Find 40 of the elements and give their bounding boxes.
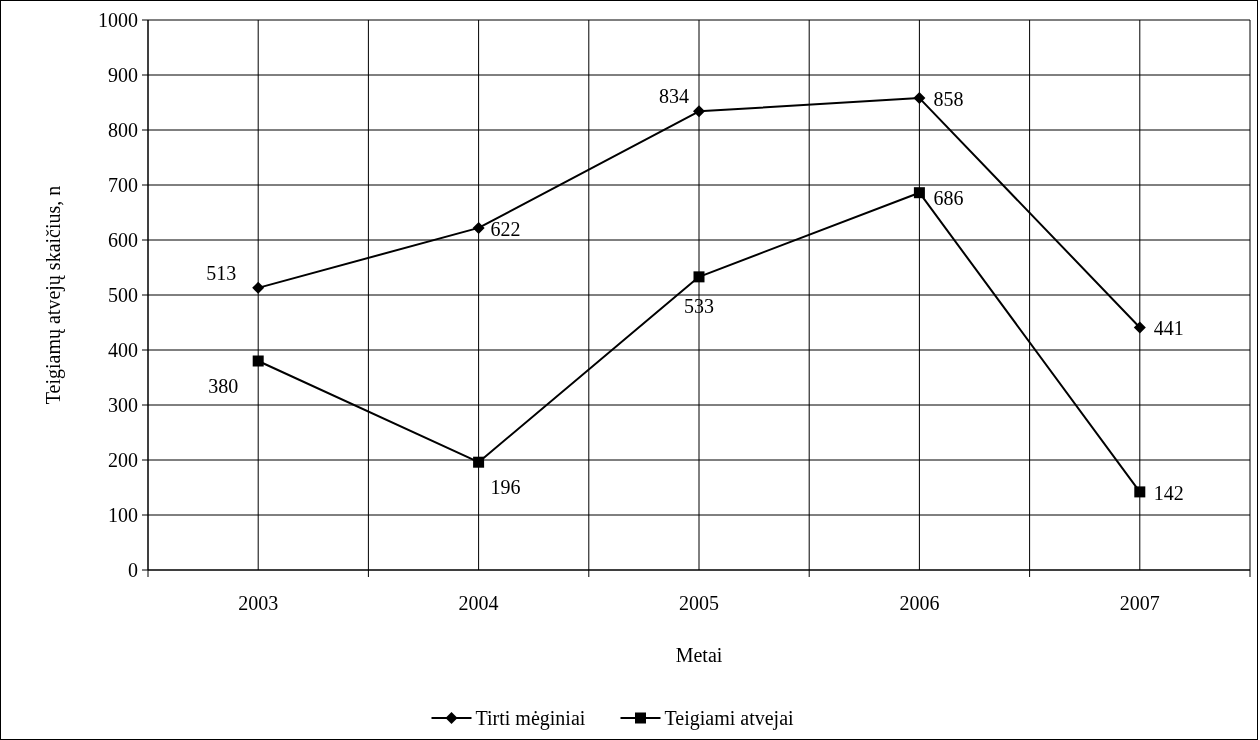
- data-label: 686: [933, 186, 964, 209]
- y-tick-label: 200: [108, 449, 138, 471]
- point: [913, 92, 926, 105]
- data-label: 622: [490, 217, 521, 240]
- point: [473, 456, 485, 468]
- y-tick-label: 0: [128, 559, 138, 581]
- data-label: 834: [659, 85, 689, 108]
- legend-label: Tirti mėginiai: [475, 707, 586, 730]
- data-label: 513: [206, 261, 237, 284]
- y-tick-label: 500: [108, 284, 138, 306]
- point: [693, 271, 705, 283]
- point: [252, 355, 264, 367]
- y-tick-label: 700: [108, 174, 138, 196]
- y-tick-label: 1000: [98, 9, 138, 31]
- point: [693, 105, 705, 118]
- y-tick-label: 300: [108, 394, 138, 416]
- point: [472, 221, 485, 234]
- y-axis-title: Teigiamų atvejų skaičius, n: [42, 185, 65, 405]
- y-tick-label: 900: [108, 64, 138, 86]
- data-label: 533: [684, 294, 714, 317]
- x-tick-label: 2007: [1119, 592, 1160, 614]
- y-tick-label: 100: [108, 504, 138, 526]
- point: [252, 281, 265, 294]
- y-tick-label: 400: [108, 339, 138, 361]
- x-axis-title: Metai: [675, 644, 723, 666]
- data-label: 441: [1153, 317, 1184, 340]
- data-label: 196: [490, 476, 521, 499]
- legend-label: Teigiami atvejai: [664, 707, 795, 730]
- y-tick-label: 600: [108, 229, 138, 251]
- point: [913, 187, 925, 199]
- data-label: 142: [1153, 481, 1184, 504]
- data-label: 858: [933, 88, 964, 111]
- data-label: 380: [208, 375, 239, 397]
- x-tick-label: 2003: [238, 592, 279, 614]
- point: [1134, 486, 1146, 498]
- x-tick-label: 2004: [458, 592, 499, 614]
- x-tick-label: 2005: [679, 592, 719, 614]
- x-tick-label: 2006: [899, 592, 940, 614]
- point: [1133, 321, 1146, 334]
- y-tick-label: 800: [108, 119, 138, 141]
